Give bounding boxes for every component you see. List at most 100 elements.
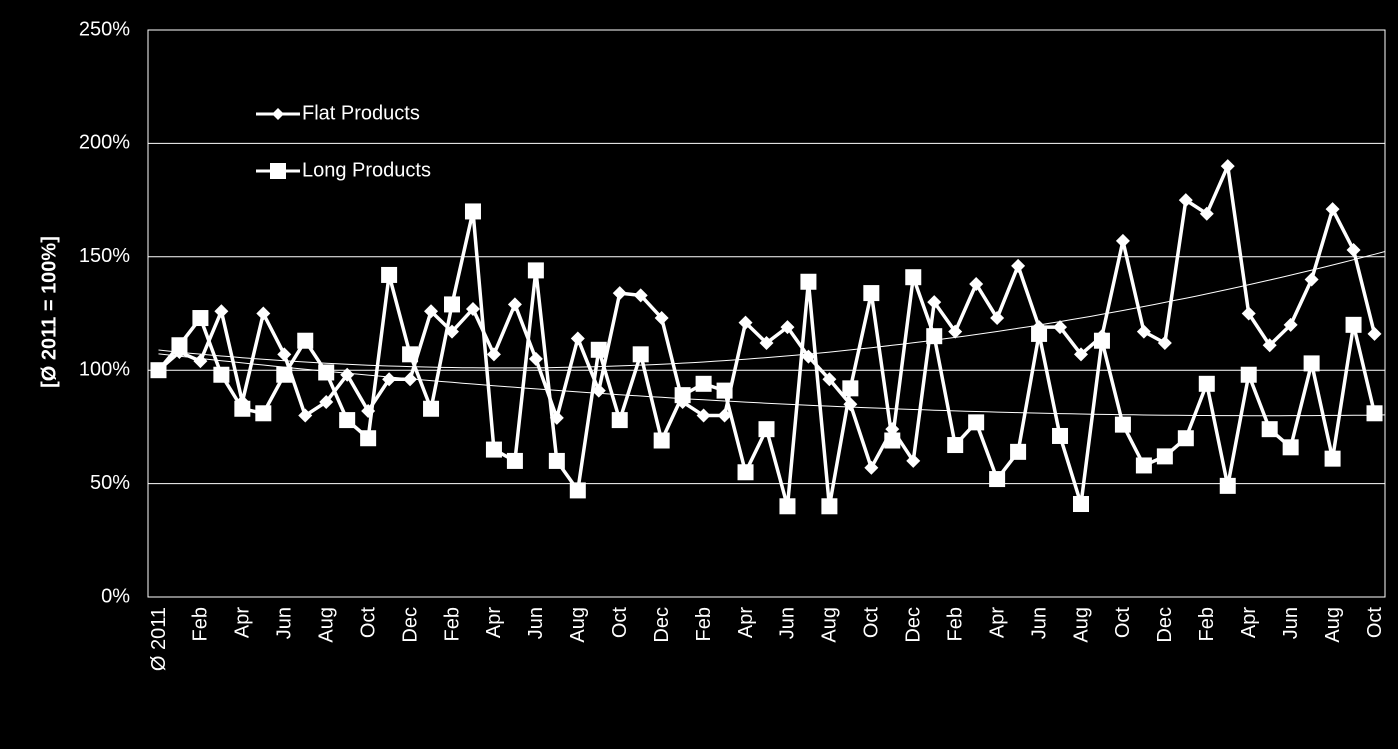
marker	[800, 273, 817, 290]
marker	[653, 432, 670, 449]
marker	[696, 408, 711, 423]
marker	[863, 285, 880, 302]
marker	[527, 262, 544, 279]
x-tick-label: Feb	[441, 607, 463, 641]
marker	[192, 310, 209, 327]
marker	[402, 346, 419, 363]
x-tick-label: Dec	[1154, 607, 1176, 643]
y-tick-label: 250%	[79, 18, 130, 40]
marker	[758, 421, 775, 438]
marker	[339, 412, 356, 429]
marker	[1178, 193, 1193, 208]
x-tick-label: Oct	[861, 607, 883, 639]
marker	[1031, 325, 1048, 342]
marker	[821, 498, 838, 515]
x-tick-label: Feb	[1196, 607, 1218, 641]
marker	[801, 349, 816, 364]
marker	[1072, 496, 1089, 513]
y-tick-label: 100%	[79, 358, 130, 380]
legend-marker	[270, 163, 286, 179]
marker	[318, 364, 335, 381]
marker	[569, 482, 586, 499]
marker	[1366, 405, 1383, 422]
marker	[234, 400, 251, 417]
marker	[1261, 421, 1278, 438]
x-tick-label: Dec	[399, 607, 421, 643]
marker	[360, 430, 377, 447]
y-tick-label: 150%	[79, 245, 130, 267]
marker	[1324, 450, 1341, 467]
y-tick-label: 200%	[79, 132, 130, 154]
x-tick-label: Feb	[693, 607, 715, 641]
marker	[276, 366, 293, 383]
marker	[779, 498, 796, 515]
y-axis-label: [Ø 2011 = 100%]	[38, 236, 60, 388]
marker	[255, 405, 272, 422]
marker	[948, 324, 963, 339]
x-tick-label: Jun	[777, 607, 799, 639]
marker	[570, 331, 585, 346]
x-tick-label: Apr	[232, 607, 254, 638]
x-tick-label: Oct	[1364, 607, 1386, 639]
y-tick-label: 0%	[101, 585, 130, 607]
trendline	[158, 251, 1386, 369]
marker	[633, 288, 648, 303]
marker	[1283, 317, 1298, 332]
marker	[926, 328, 943, 345]
marker	[716, 382, 733, 399]
marker	[674, 387, 691, 404]
marker	[1240, 366, 1257, 383]
marker	[947, 437, 964, 454]
x-tick-label: Oct	[357, 607, 379, 639]
x-tick-label: Jun	[525, 607, 547, 639]
marker	[1073, 347, 1088, 362]
marker	[1220, 159, 1235, 174]
marker	[298, 408, 313, 423]
marker	[591, 383, 606, 398]
x-tick-label: Aug	[1322, 607, 1344, 643]
marker	[738, 315, 753, 330]
marker	[277, 347, 292, 362]
y-tick-label: 50%	[90, 472, 130, 494]
marker	[611, 412, 628, 429]
marker	[737, 464, 754, 481]
marker	[423, 400, 440, 417]
marker	[905, 269, 922, 286]
x-tick-label: Oct	[1112, 607, 1134, 639]
marker	[1325, 202, 1340, 217]
marker	[864, 460, 879, 475]
marker	[927, 295, 942, 310]
marker	[1219, 477, 1236, 494]
marker	[319, 394, 334, 409]
marker	[150, 362, 167, 379]
marker	[780, 320, 795, 335]
x-tick-label: Feb	[190, 607, 212, 641]
marker	[507, 297, 522, 312]
marker	[1177, 430, 1194, 447]
marker	[1135, 457, 1152, 474]
marker	[1282, 439, 1299, 456]
marker	[1114, 416, 1131, 433]
marker	[968, 414, 985, 431]
marker	[444, 296, 461, 313]
marker	[1011, 258, 1026, 273]
marker	[1198, 375, 1215, 392]
marker	[1345, 316, 1362, 333]
marker	[1367, 326, 1382, 341]
x-tick-label: Dec	[651, 607, 673, 643]
marker	[214, 304, 229, 319]
marker	[884, 432, 901, 449]
marker	[1262, 338, 1277, 353]
marker	[1304, 272, 1319, 287]
marker	[506, 452, 523, 469]
x-tick-label: Aug	[1070, 607, 1092, 643]
marker	[1157, 335, 1172, 350]
marker	[1093, 332, 1110, 349]
marker	[465, 301, 480, 316]
x-tick-label: Jun	[1280, 607, 1302, 639]
marker	[528, 351, 543, 366]
x-tick-label: Jun	[1028, 607, 1050, 639]
marker	[612, 286, 627, 301]
